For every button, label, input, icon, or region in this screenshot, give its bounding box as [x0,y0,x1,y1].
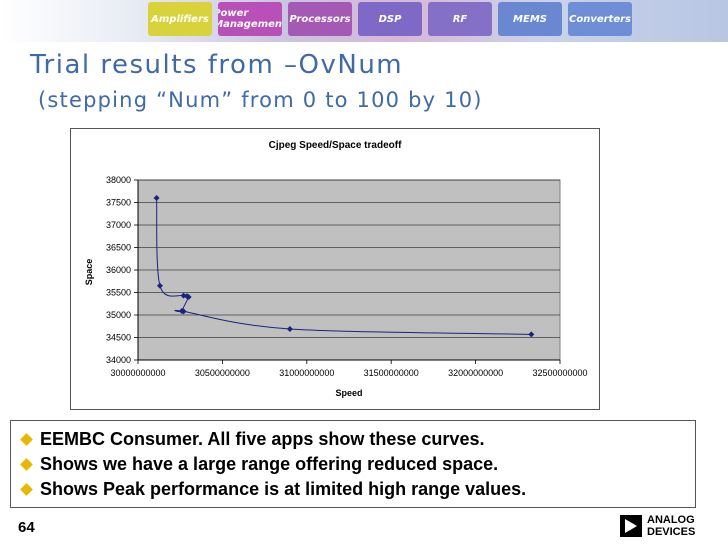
series-line [156,197,532,335]
y-tick-label: 37000 [106,220,131,230]
bullet-item: Shows we have a large range offering red… [19,454,498,475]
y-tick-label: 35000 [106,310,131,320]
chart-frame: Cjpeg Speed/Space tradeoff 34000 34500 350… [70,128,600,410]
slide-subtitle: (stepping “Num” from 0 to 100 by 10) [38,88,483,112]
y-tick-label: 37500 [106,198,131,208]
y-tick-label: 38000 [106,175,131,185]
header-banner: AmplifiersPower ManagementProcessorsDSPR… [0,0,728,42]
banner-tile: Amplifiers [148,2,212,36]
slide-title: Trial results from –OvNum [30,50,404,80]
bullet-text: Shows Peak performance is at limited hig… [40,479,527,499]
chart-title: Cjpeg Speed/Space tradeoff [269,140,402,151]
logo-text: ANALOG DEVICES [647,514,695,538]
y-tick-label: 34500 [106,333,131,343]
banner-tile: Processors [288,2,352,36]
analog-devices-logo-icon [620,515,642,537]
bullet-box: EEMBC Consumer. All five apps show these… [10,420,696,508]
analog-devices-logo: ANALOG DEVICES [620,514,695,538]
data-point [528,331,535,338]
banner-tile: Converters [568,2,632,36]
bullet-item: EEMBC Consumer. All five apps show these… [19,429,484,450]
y-tick-label: 35500 [106,288,131,298]
x-tick-label: 32500000000 [532,368,587,378]
x-tick-label: 32000000000 [448,368,503,378]
banner-tile: RF [428,2,492,36]
x-tick-label: 30500000000 [195,368,250,378]
y-tick-label: 36500 [106,243,131,253]
y-tick-label: 34000 [106,355,131,365]
logo-line-2: DEVICES [647,526,696,538]
y-tick-label: 36000 [106,265,131,275]
data-point [286,325,293,332]
banner-tile: MEMS [498,2,562,36]
data-point [180,308,187,315]
speed-space-chart: Cjpeg Speed/Space tradeoff 34000 34500 350… [84,140,588,398]
bullet-text: EEMBC Consumer. All five apps show these… [40,429,485,449]
bullet-text: Shows we have a large range offering red… [40,454,499,474]
data-point [185,294,192,300]
logo-line-1: ANALOG [647,514,695,526]
bullet-item: Shows Peak performance is at limited hig… [19,479,526,500]
data-point [153,195,160,201]
diamond-bullet-icon [20,433,33,446]
x-axis-title: Speed [335,388,362,398]
x-tick-label: 31500000000 [364,368,419,378]
diamond-bullet-icon [20,483,33,496]
y-axis-title: Space [84,259,94,286]
page-number: 64 [18,519,35,536]
x-tick-label: 30000000000 [110,368,165,378]
banner-tile: Power Management [218,2,282,36]
data-point [156,282,163,289]
banner-tile: DSP [358,2,422,36]
x-tick-label: 31000000000 [279,368,334,378]
diamond-bullet-icon [20,458,33,471]
